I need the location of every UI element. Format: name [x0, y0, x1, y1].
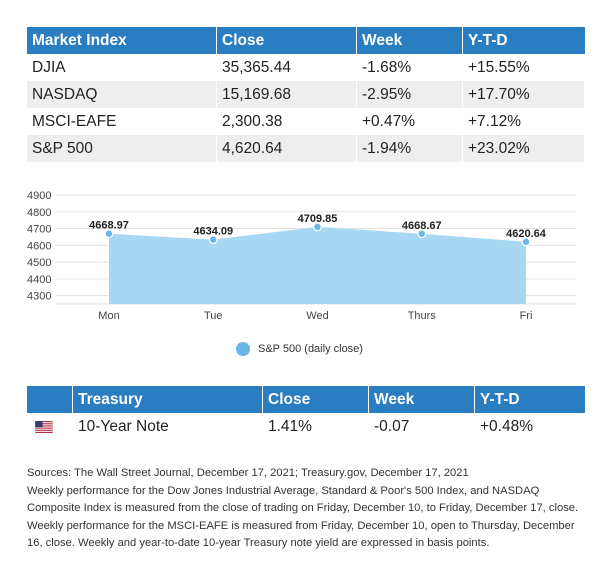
- y-tick-label: 4300: [27, 291, 51, 303]
- index-week: -2.95%: [357, 81, 463, 108]
- index-name: MSCI-EAFE: [27, 108, 217, 135]
- index-close: 4,620.64: [217, 135, 357, 162]
- header-close: Close: [217, 27, 357, 54]
- index-week: -1.94%: [357, 135, 463, 162]
- data-label: 4634.09: [193, 226, 233, 238]
- x-tick-label: Tue: [204, 310, 223, 322]
- header-week: Week: [357, 27, 463, 54]
- header-market-index: Market Index: [27, 27, 217, 54]
- footnote-line: Sources: The Wall Street Journal, Decemb…: [27, 467, 469, 479]
- data-label: 4709.85: [298, 213, 338, 225]
- index-close: 2,300.38: [217, 108, 357, 135]
- treasury-close: 1.41%: [263, 413, 369, 440]
- index-week: -1.68%: [357, 54, 463, 81]
- treasury-name: 10-Year Note: [73, 413, 263, 440]
- header-ytd: Y-T-D: [468, 32, 508, 49]
- footnote-line: Weekly performance for the Dow Jones Ind…: [27, 484, 540, 497]
- treasury-table: Treasury Close Week Y-T-D 10-Year Note 1…: [27, 386, 585, 440]
- index-close: 15,169.68: [217, 81, 357, 108]
- x-tick-label: Fri: [520, 310, 533, 322]
- footnote-line: Composite Index is measured from the clo…: [27, 502, 579, 514]
- treasury-ytd: +0.48%: [475, 413, 585, 440]
- data-label: 4668.97: [89, 220, 129, 232]
- table-row: NASDAQ 15,169.68 -2.95% +17.70%: [27, 81, 585, 108]
- us-flag-icon: [35, 420, 53, 433]
- x-tick-label: Wed: [306, 310, 328, 322]
- x-tick-label: Thurs: [408, 310, 437, 322]
- market-table-header: Market Index Close Week Y-T-D: [27, 27, 585, 54]
- header-week: Week: [369, 386, 475, 413]
- legend-swatch: [236, 342, 250, 356]
- index-ytd: +23.02%: [463, 135, 585, 162]
- table-row: MSCI-EAFE 2,300.38 +0.47% +7.12%: [27, 108, 585, 135]
- market-index-table: Market Index Close Week Y-T-D DJIA 35,36…: [27, 27, 585, 162]
- data-label: 4620.64: [506, 228, 547, 240]
- data-point: [208, 235, 218, 244]
- table-row: DJIA 35,365.44 -1.68% +15.55%: [27, 54, 585, 81]
- y-tick-label: 4400: [27, 274, 51, 286]
- y-tick-label: 4500: [27, 257, 51, 269]
- data-point: [417, 229, 427, 239]
- data-point: [521, 237, 531, 247]
- header-close: Close: [263, 386, 369, 413]
- y-tick-label: 4900: [27, 190, 51, 202]
- y-tick-label: 4700: [27, 224, 51, 236]
- legend-label: S&P 500 (daily close): [258, 343, 363, 355]
- index-name: DJIA: [27, 54, 217, 81]
- data-label: 4668.67: [402, 220, 442, 232]
- flag-cell: [27, 413, 73, 440]
- table-row: 10-Year Note 1.41% -0.07 +0.48%: [27, 413, 585, 440]
- header-treasury: Treasury: [73, 386, 263, 413]
- index-name: NASDAQ: [27, 81, 217, 108]
- index-week: +0.47%: [357, 108, 463, 135]
- footnote-line: Weekly performance for the MSCI-EAFE is …: [27, 519, 575, 532]
- data-point: [104, 229, 114, 239]
- footnote-line: 16, close. Weekly and year-to-date 10-ye…: [27, 537, 490, 549]
- index-close: 35,365.44: [217, 54, 357, 81]
- table-row: S&P 500 4,620.64 -1.94% +23.02%: [27, 135, 585, 162]
- treasury-week: -0.07: [369, 413, 475, 440]
- y-tick-label: 4600: [27, 240, 51, 252]
- footnotes: Sources: The Wall Street Journal, Decemb…: [27, 465, 589, 553]
- header-flag: [27, 386, 73, 413]
- x-tick-label: Mon: [98, 310, 119, 322]
- index-ytd: +17.70%: [463, 81, 585, 108]
- chart-legend: S&P 500 (daily close): [236, 342, 363, 356]
- sp500-area-chart: 4300 4400 4500 4600 4700 4800 4900 4668.97 4634.…: [27, 190, 576, 322]
- index-ytd: +7.12%: [463, 108, 585, 135]
- header-ytd: Y-T-D: [480, 391, 520, 408]
- y-tick-label: 4800: [27, 207, 51, 219]
- treasury-table-header: Treasury Close Week Y-T-D: [27, 386, 585, 413]
- index-name: S&P 500: [27, 135, 217, 162]
- data-point: [313, 222, 322, 232]
- series-area: [109, 226, 526, 304]
- index-ytd: +15.55%: [463, 54, 585, 81]
